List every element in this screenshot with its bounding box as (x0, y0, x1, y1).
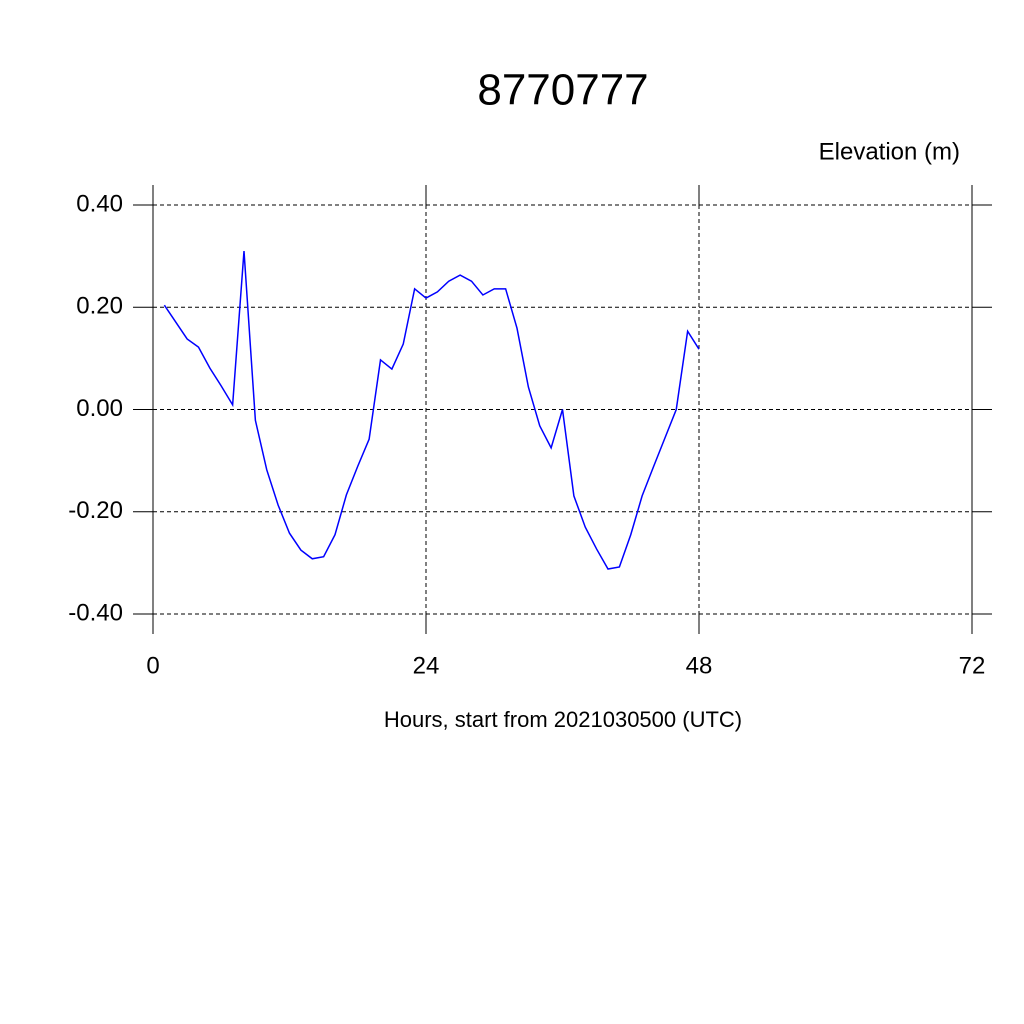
series-line (163, 250, 700, 570)
y-tick-label: 0.20 (76, 293, 123, 320)
x-tick-label: 0 (146, 652, 159, 679)
y-tick-label: 0.00 (76, 395, 123, 422)
x-axis-label: Hours, start from 2021030500 (UTC) (384, 707, 742, 732)
x-tick-label: 24 (413, 652, 440, 679)
y-tick-label: -0.40 (68, 599, 123, 626)
y-tick-label: -0.20 (68, 497, 123, 524)
x-tick-label: 72 (959, 652, 986, 679)
chart-title: 8770777 (477, 66, 648, 115)
y-tick-label: 0.40 (76, 190, 123, 217)
x-tick-label: 48 (686, 652, 713, 679)
y-axis-label: Elevation (m) (819, 138, 960, 165)
